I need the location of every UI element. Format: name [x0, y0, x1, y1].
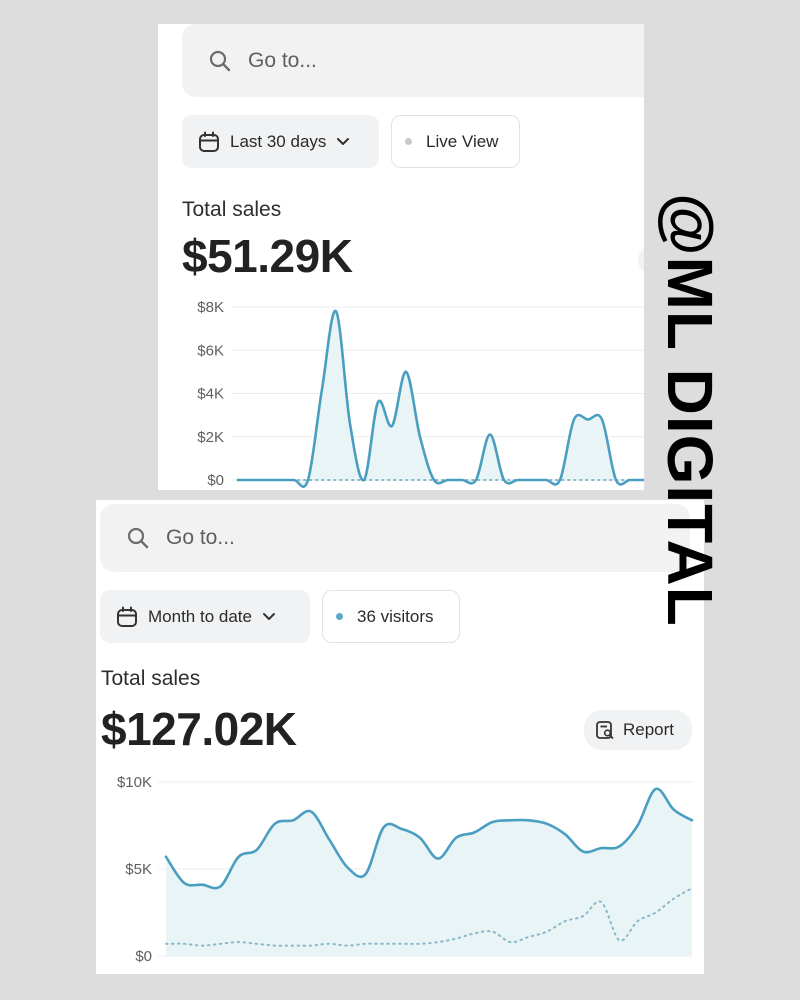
- total-sales-value: $51.29K: [182, 230, 353, 282]
- search-placeholder: Go to...: [248, 48, 317, 72]
- y-tick-label: $5K: [125, 861, 152, 878]
- chevron-down-icon: [262, 612, 275, 620]
- date-range-label: Last 30 days: [230, 131, 327, 151]
- search-bar[interactable]: Go to...: [182, 24, 644, 97]
- visitors-label: 36 visitors: [357, 606, 434, 626]
- search-icon: [209, 50, 231, 71]
- live-view-button[interactable]: Live View: [391, 115, 520, 168]
- sales-chart: $10K $5K $0: [117, 774, 694, 965]
- sales-area-fill: [166, 788, 692, 956]
- calendar-icon: [199, 131, 219, 152]
- visitors-indicator-dot: [336, 613, 343, 620]
- y-tick-label: $2K: [197, 429, 224, 446]
- total-sales-label: Total sales: [101, 667, 201, 690]
- sales-area-fill: [238, 310, 644, 487]
- date-range-label: Month to date: [148, 606, 252, 626]
- bottom-screenshot: Go to... Month to date 36 visitors Total…: [96, 500, 704, 974]
- comparison-series-line: [165, 887, 693, 947]
- y-tick-label: $0: [135, 948, 152, 965]
- report-label: Report: [623, 720, 675, 739]
- search-bar[interactable]: Go to...: [100, 504, 690, 572]
- y-tick-label: $4K: [197, 386, 224, 403]
- report-button[interactable]: Report: [584, 710, 692, 750]
- live-view-label: Live View: [426, 131, 499, 151]
- chevron-down-icon: [337, 137, 350, 145]
- date-range-dropdown[interactable]: Month to date: [100, 590, 310, 643]
- visitors-button[interactable]: 36 visitors: [322, 590, 460, 643]
- watermark-text: @ML DIGITAL: [654, 193, 726, 627]
- search-icon: [127, 527, 149, 549]
- y-tick-label: $0: [207, 472, 224, 489]
- top-screenshot: Go to... Last 30 days Live View Total sa…: [158, 24, 644, 490]
- calendar-icon: [117, 606, 137, 627]
- total-sales-value: $127.02K: [101, 703, 297, 755]
- search-placeholder: Go to...: [166, 526, 235, 549]
- y-tick-label: $6K: [197, 342, 224, 359]
- date-range-dropdown[interactable]: Last 30 days: [182, 115, 379, 168]
- report-icon: [596, 721, 614, 739]
- y-tick-label: $10K: [117, 774, 152, 791]
- sales-series-line: [236, 309, 644, 488]
- total-sales-label: Total sales: [182, 198, 282, 221]
- sales-chart: $8K $6K $4K $2K $0: [197, 299, 644, 489]
- y-tick-label: $8K: [197, 299, 224, 316]
- sales-series-line: [164, 787, 694, 890]
- live-indicator-dot: [405, 138, 412, 145]
- report-button-partial[interactable]: [638, 246, 644, 274]
